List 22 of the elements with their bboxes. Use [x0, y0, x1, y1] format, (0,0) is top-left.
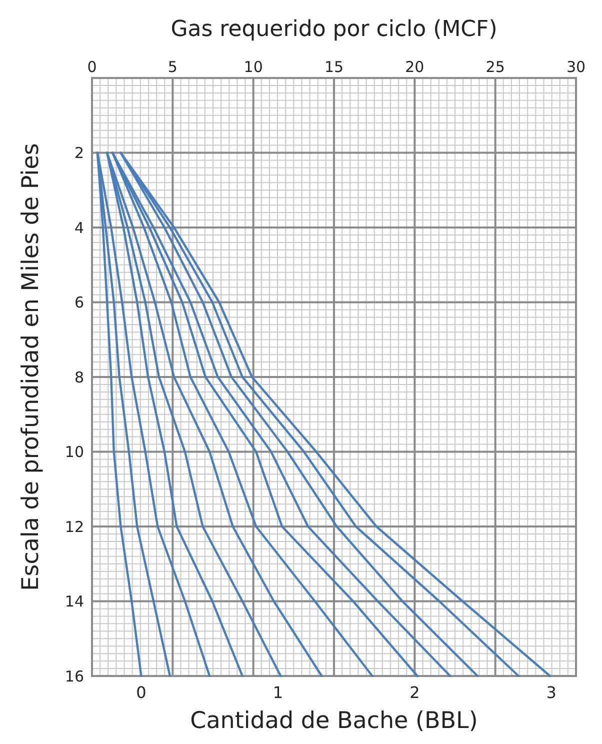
y-tick-label: 12 [64, 518, 84, 536]
x2-tick-label: 30 [566, 58, 586, 76]
x-tick-label: 3 [546, 683, 556, 702]
x-tick-label: 0 [136, 683, 146, 702]
y-tick-label: 2 [74, 144, 84, 162]
x-axis-title: Cantidad de Bache (BBL) [190, 708, 478, 734]
y-tick-label: 4 [74, 218, 84, 237]
y-axis-title: Escala de profundidad en Miles de Pies [18, 143, 44, 591]
x2-tick-label: 0 [87, 58, 97, 76]
y-tick-label: 16 [64, 667, 84, 686]
y-tick-label: 6 [74, 294, 84, 312]
x2-tick-label: 10 [244, 58, 263, 76]
y-tick-label: 8 [74, 368, 84, 386]
x2-tick-label: 20 [405, 58, 424, 76]
x-tick-label: 2 [410, 683, 420, 702]
x2-tick-label: 25 [486, 58, 505, 76]
y-tick-label: 14 [64, 592, 84, 610]
x2-tick-label: 15 [324, 58, 344, 76]
x-tick-label: 1 [272, 683, 284, 702]
y-tick-label: 10 [64, 443, 84, 461]
x2-tick-label: 5 [168, 58, 178, 76]
x2-axis-title: Gas requerido por ciclo (MCF) [170, 17, 498, 42]
